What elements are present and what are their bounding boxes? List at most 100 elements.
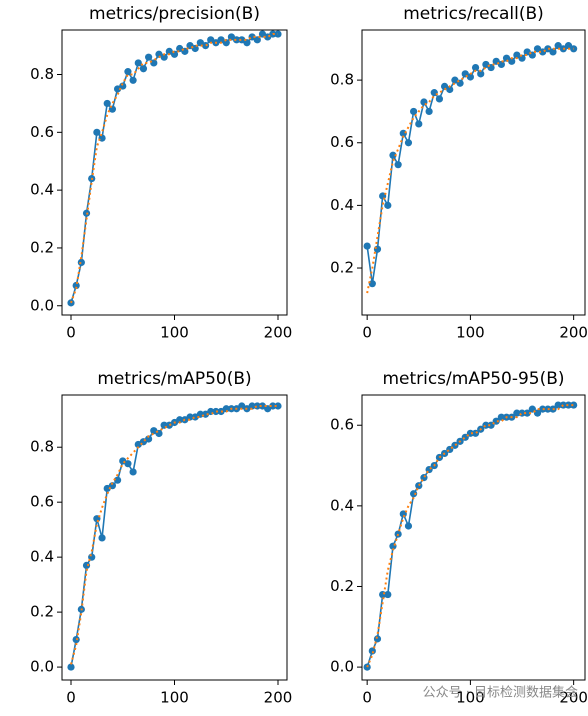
data-point [554, 42, 562, 50]
data-point [440, 82, 449, 90]
data-point [82, 561, 91, 569]
data-point [124, 460, 132, 468]
data-point [176, 416, 184, 424]
data-point [415, 482, 423, 490]
data-point [170, 50, 179, 58]
data-point [243, 39, 251, 47]
data-point [394, 161, 402, 169]
data-point [368, 647, 376, 655]
y-tick-label: 0.6 [330, 133, 354, 151]
plot-frame [61, 29, 288, 316]
x-tick-label: 100 [160, 324, 189, 342]
data-point [389, 151, 397, 159]
data-point [232, 36, 241, 44]
data-point [497, 413, 505, 421]
data-point [72, 281, 80, 290]
y-tick-label: 0.8 [330, 71, 354, 89]
x-tick-label: 200 [559, 689, 588, 707]
series-line [366, 47, 574, 294]
x-tick-label: 200 [264, 324, 293, 342]
data-point [482, 60, 490, 69]
x-tick-label: 0 [66, 324, 76, 342]
data-point [384, 201, 392, 209]
data-point [513, 409, 521, 417]
y-tick-label: 0.2 [30, 603, 54, 621]
x-tick-label: 200 [264, 689, 293, 707]
data-point [410, 107, 418, 116]
x-tick-label: 100 [456, 324, 485, 342]
data-point [222, 405, 230, 413]
data-point [145, 435, 153, 443]
data-point [363, 242, 371, 250]
data-point [134, 59, 142, 67]
data-point [549, 48, 557, 56]
data-point [559, 401, 567, 409]
data-point [523, 48, 531, 56]
x-tick-label: 200 [559, 324, 588, 342]
data-point [446, 85, 454, 94]
data-point [554, 401, 562, 409]
data-point [67, 663, 75, 671]
data-point [518, 54, 526, 62]
chart-title: metrics/mAP50-95(B) [382, 369, 564, 389]
data-point [404, 139, 413, 147]
data-point [533, 409, 542, 417]
data-point [425, 107, 433, 116]
data-point [564, 42, 573, 50]
data-point [539, 405, 547, 413]
data-point [129, 76, 137, 84]
data-point [471, 429, 480, 437]
y-tick-label: 0.0 [30, 658, 54, 676]
x-tick-label: 0 [362, 689, 372, 707]
y-tick-label: 0.4 [30, 548, 54, 566]
data-point [451, 76, 459, 84]
data-point [570, 401, 578, 409]
data-point [150, 59, 158, 67]
y-tick-label: 0.2 [30, 238, 54, 256]
data-point [129, 468, 137, 476]
data-point [269, 402, 277, 410]
data-point [523, 409, 531, 417]
data-point [98, 534, 106, 542]
y-tick-label: 0.0 [330, 658, 354, 676]
data-point [513, 51, 521, 59]
data-point [471, 63, 480, 72]
y-tick-label: 0.6 [30, 493, 54, 511]
chart-title: metrics/recall(B) [403, 4, 544, 24]
data-point [191, 44, 199, 53]
series-line [70, 404, 278, 665]
x-tick-label: 100 [456, 689, 485, 707]
data-point [145, 53, 153, 61]
data-point [373, 245, 382, 253]
data-point [212, 407, 220, 416]
data-point [415, 120, 423, 128]
plot-frame [361, 394, 586, 681]
y-tick-label: 0.6 [30, 123, 54, 141]
data-point [222, 39, 230, 47]
data-point [570, 45, 578, 53]
data-point [253, 36, 261, 44]
data-point [477, 70, 485, 78]
data-point [274, 402, 282, 410]
data-point [124, 68, 132, 76]
data-point [201, 42, 210, 50]
data-point [410, 490, 418, 498]
plot-frame [61, 394, 288, 681]
series-line [70, 33, 278, 304]
data-point [160, 53, 168, 61]
data-point [435, 95, 444, 103]
plot-frame [361, 29, 586, 316]
y-tick-label: 0.0 [30, 296, 54, 314]
data-point [533, 45, 542, 53]
data-point [404, 522, 413, 530]
y-tick-label: 0.4 [330, 496, 354, 514]
data-point [368, 280, 376, 288]
data-point [502, 54, 511, 62]
data-point [139, 65, 148, 73]
y-tick-label: 0.2 [330, 577, 354, 595]
watermark: 公众号 · 目标检测数据集会 [423, 685, 578, 701]
x-tick-label: 100 [160, 689, 189, 707]
y-tick-label: 0.8 [30, 438, 54, 456]
